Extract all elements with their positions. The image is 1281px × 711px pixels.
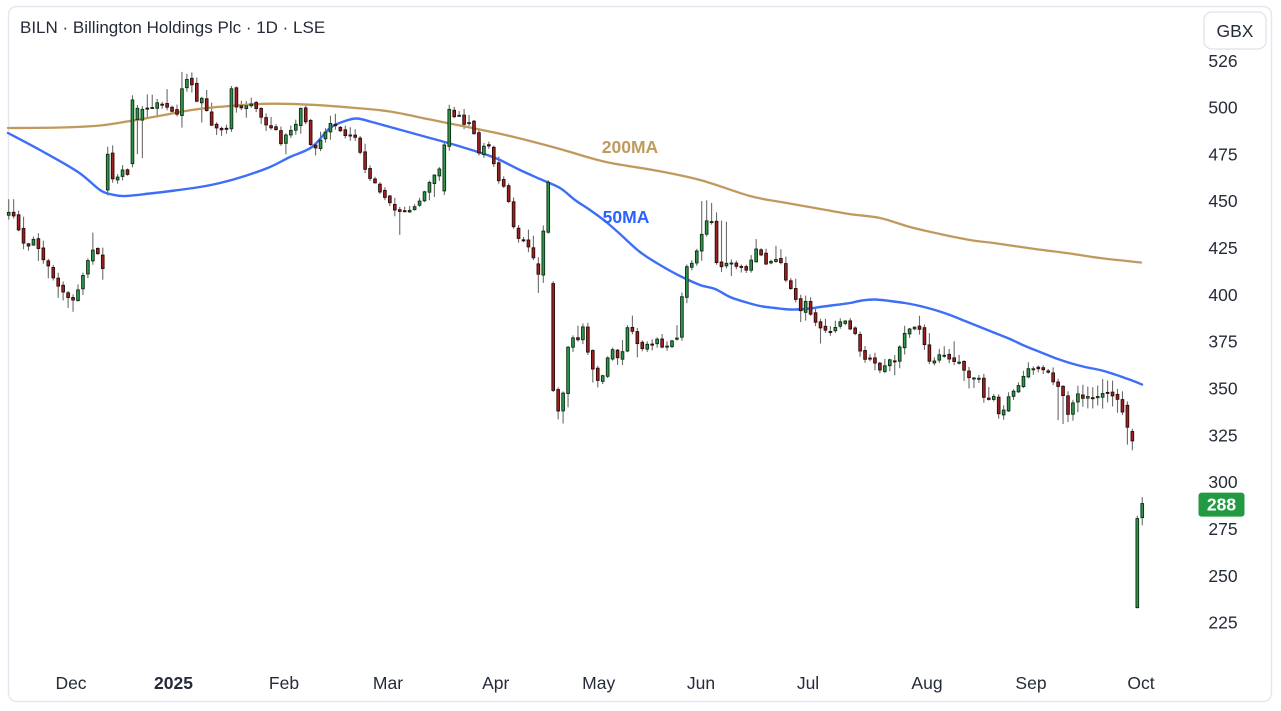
svg-text:350: 350 [1208, 379, 1237, 399]
svg-text:Sep: Sep [1015, 673, 1046, 693]
svg-text:526: 526 [1208, 51, 1237, 71]
svg-text:BILN · Billington Holdings Plc: BILN · Billington Holdings Plc · 1D · LS… [20, 18, 325, 37]
svg-text:Feb: Feb [269, 673, 299, 693]
svg-text:475: 475 [1208, 144, 1237, 164]
svg-text:375: 375 [1208, 332, 1237, 352]
svg-text:Jul: Jul [797, 673, 819, 693]
svg-text:Oct: Oct [1127, 673, 1154, 693]
svg-text:450: 450 [1208, 191, 1237, 211]
svg-text:Apr: Apr [482, 673, 509, 693]
svg-text:425: 425 [1208, 238, 1237, 258]
svg-text:225: 225 [1208, 613, 1237, 633]
svg-text:300: 300 [1208, 472, 1237, 492]
svg-text:May: May [582, 673, 615, 693]
svg-text:325: 325 [1208, 425, 1237, 445]
svg-text:288: 288 [1207, 495, 1236, 515]
svg-text:Mar: Mar [373, 673, 403, 693]
svg-text:Jun: Jun [687, 673, 715, 693]
svg-text:50MA: 50MA [603, 207, 650, 227]
svg-text:400: 400 [1208, 285, 1237, 305]
svg-text:Dec: Dec [55, 673, 86, 693]
svg-text:Aug: Aug [911, 673, 942, 693]
svg-text:500: 500 [1208, 98, 1237, 118]
svg-text:250: 250 [1208, 566, 1237, 586]
svg-text:200MA: 200MA [602, 137, 659, 157]
svg-text:275: 275 [1208, 519, 1237, 539]
svg-text:GBX: GBX [1217, 21, 1254, 41]
svg-text:2025: 2025 [154, 673, 193, 693]
